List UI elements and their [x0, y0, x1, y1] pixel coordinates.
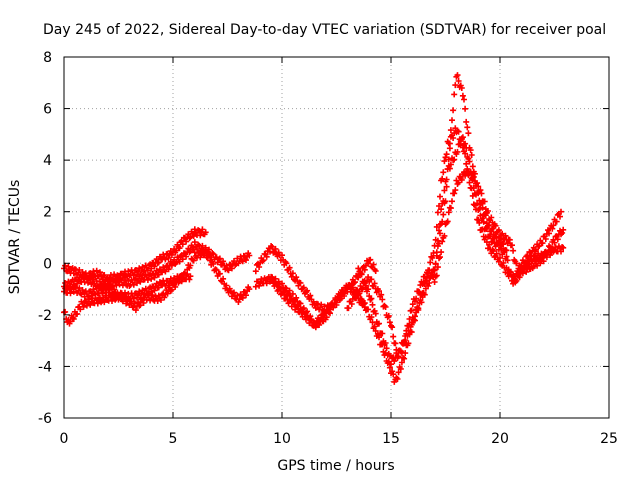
y-tick-label: -4 — [38, 359, 52, 375]
y-tick-label: 8 — [43, 50, 52, 66]
x-tick-label: 10 — [273, 431, 291, 447]
data-series — [268, 274, 329, 330]
grid-layer — [64, 57, 609, 418]
chart-title: Day 245 of 2022, Sidereal Day-to-day VTE… — [43, 22, 606, 38]
axis-layer: 0 5 10 15 20 25 -6 -4 -2 0 2 4 6 8 — [38, 50, 618, 447]
data-series — [431, 165, 564, 285]
y-tick-label: -2 — [38, 308, 52, 324]
y-tick-label: 4 — [43, 153, 52, 169]
data-point-markers — [268, 274, 329, 330]
y-axis-label: SDTVAR / TECUs — [7, 180, 23, 295]
data-point-markers — [431, 165, 564, 285]
y-tick-label: 6 — [43, 102, 52, 118]
y-tick-label: 2 — [43, 205, 52, 221]
x-tick-label: 0 — [60, 431, 69, 447]
x-axis-label: GPS time / hours — [277, 458, 394, 474]
plot-frame — [63, 56, 610, 419]
y-tick-label: 0 — [43, 256, 52, 272]
y-tick-label: -6 — [38, 411, 52, 427]
x-tick-label: 25 — [600, 431, 618, 447]
data-layer — [61, 72, 567, 385]
x-tick-label: 15 — [382, 431, 400, 447]
x-tick-label: 20 — [491, 431, 509, 447]
x-tick-label: 5 — [169, 431, 178, 447]
